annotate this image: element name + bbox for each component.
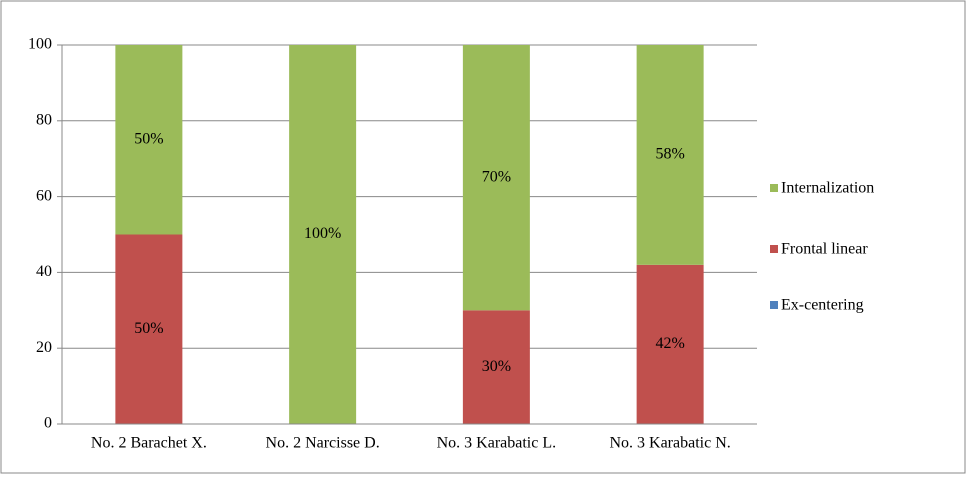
legend-swatch — [770, 245, 778, 253]
data-label: 42% — [655, 335, 684, 352]
y-tick-label: 20 — [36, 339, 52, 356]
bar-segment — [636, 264, 704, 424]
legend-label: Frontal linear — [781, 241, 868, 258]
bar-segment — [289, 45, 357, 424]
y-tick-label: 40 — [36, 263, 52, 280]
y-tick-label: 0 — [44, 415, 52, 432]
bar-segment — [636, 45, 704, 265]
x-tick-label: No. 2 Barachet X. — [91, 435, 207, 452]
legend-label: Internalization — [781, 180, 874, 197]
legend-swatch — [770, 301, 778, 309]
y-tick-label: 80 — [36, 111, 52, 128]
x-tick-label: No. 2 Narcisse D. — [266, 435, 380, 452]
x-tick-label: No. 3 Karabatic L. — [437, 435, 557, 452]
data-label: 58% — [655, 146, 684, 163]
data-label: 70% — [482, 168, 511, 185]
bar-segment — [462, 310, 530, 424]
data-label: 50% — [134, 130, 163, 147]
data-label: 50% — [134, 320, 163, 337]
data-label: 100% — [304, 225, 341, 242]
y-tick-label: 60 — [36, 187, 52, 204]
data-label: 30% — [482, 358, 511, 375]
y-tick-label: 100 — [28, 36, 52, 53]
legend-swatch — [770, 184, 778, 192]
legend-label: Ex-centering — [781, 297, 864, 314]
bar-segment — [115, 45, 183, 235]
bar-segment — [462, 45, 530, 311]
x-tick-label: No. 3 Karabatic N. — [609, 435, 730, 452]
bar-segment — [115, 234, 183, 424]
